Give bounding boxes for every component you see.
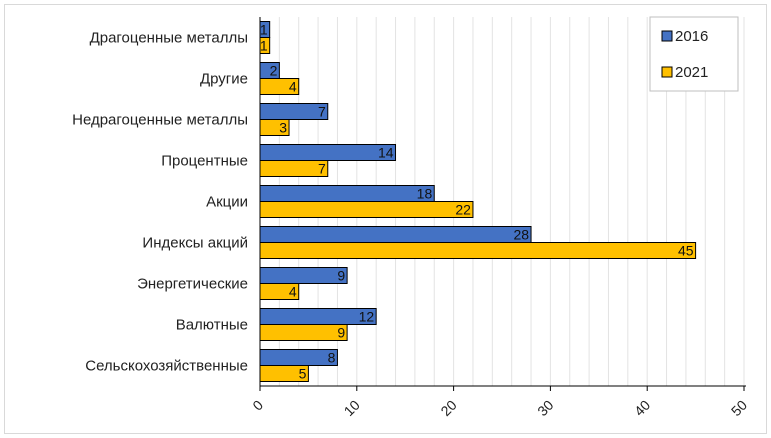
data-label: 9 xyxy=(337,325,345,341)
category-label: Драгоценные металлы xyxy=(90,30,248,47)
category-label: Сельскохозяйственные xyxy=(85,358,248,375)
data-label: 4 xyxy=(289,284,297,300)
data-label: 7 xyxy=(318,104,326,120)
x-tick-label: 20 xyxy=(437,397,459,419)
x-tick-label: 30 xyxy=(534,397,556,419)
legend-label: 2016 xyxy=(675,28,708,45)
gridlines xyxy=(278,17,745,386)
x-tick-label: 0 xyxy=(249,397,266,414)
data-label: 45 xyxy=(678,243,694,259)
chart-frame: Драгоценные металлы Другие Недрагоценные м… xyxy=(4,4,767,434)
category-label: Другие xyxy=(200,71,248,88)
data-label: 22 xyxy=(455,202,471,218)
data-label: 1 xyxy=(260,22,268,38)
x-tick-label: 50 xyxy=(728,397,750,419)
category-label: Акции xyxy=(206,194,248,211)
bar-2016 xyxy=(259,267,348,284)
category-label: Энергетические xyxy=(137,276,248,293)
x-tick-label: 10 xyxy=(341,397,363,419)
category-labels: Драгоценные металлы Другие Недрагоценные м… xyxy=(72,30,248,375)
data-label: 18 xyxy=(417,186,433,202)
category-label: Валютные xyxy=(176,317,248,334)
legend-swatch xyxy=(661,30,673,42)
legend-swatch xyxy=(661,66,673,78)
category-label: Недрагоценные металлы xyxy=(72,112,248,129)
bar-2016 xyxy=(259,226,532,243)
bar-2021 xyxy=(259,324,348,341)
bar-2016 xyxy=(259,144,397,161)
data-label: 9 xyxy=(337,268,345,284)
data-label: 8 xyxy=(328,350,336,366)
x-tick-label: 40 xyxy=(631,397,653,419)
data-label: 5 xyxy=(299,366,307,382)
bar-2016 xyxy=(259,185,435,202)
category-label: Индексы акций xyxy=(142,235,248,252)
data-label: 28 xyxy=(513,227,529,243)
legend-box xyxy=(649,16,739,92)
category-label: Процентные xyxy=(161,153,248,170)
bar-2021 xyxy=(259,201,474,218)
data-label: 14 xyxy=(378,145,394,161)
data-label: 4 xyxy=(289,79,297,95)
bar-2016 xyxy=(259,349,338,366)
data-label: 3 xyxy=(279,120,287,136)
bar-chart: Драгоценные металлы Другие Недрагоценные м… xyxy=(72,16,750,419)
data-label: 2 xyxy=(270,63,278,79)
data-label: 12 xyxy=(359,309,375,325)
bar-2021 xyxy=(259,242,697,259)
bars xyxy=(259,21,697,382)
data-label: 7 xyxy=(318,161,326,177)
legend: 2016 2021 xyxy=(649,16,739,92)
data-label: 1 xyxy=(260,38,268,54)
legend-label: 2021 xyxy=(675,64,708,81)
